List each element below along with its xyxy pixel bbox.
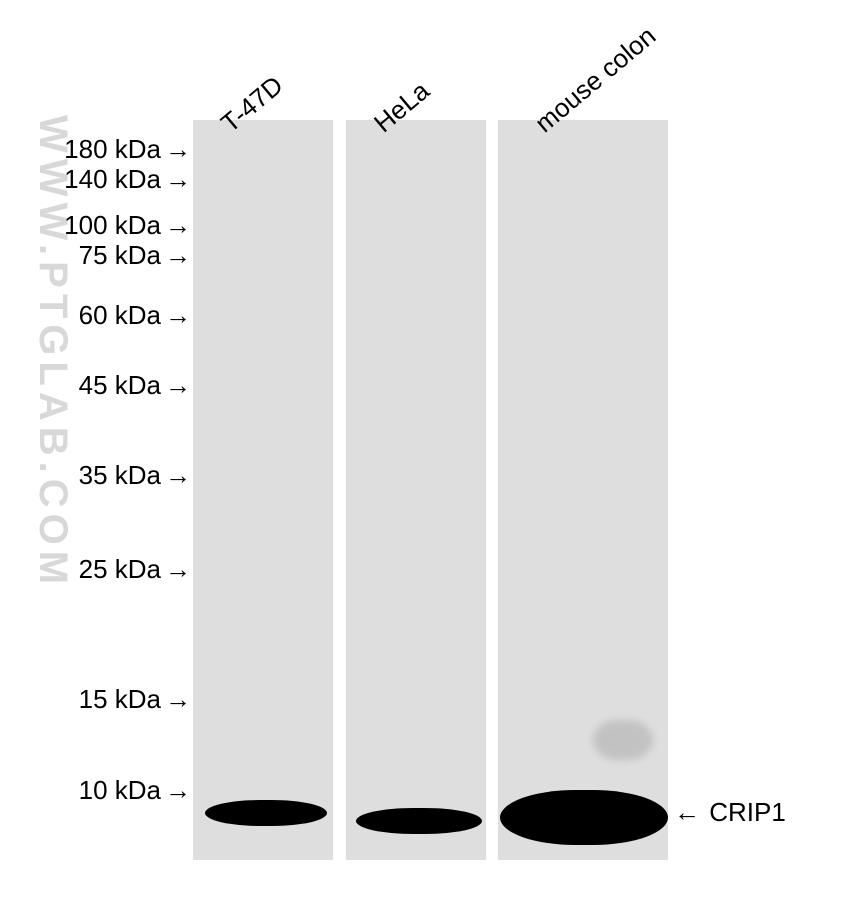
arrow-right-icon: → (165, 164, 191, 195)
mw-marker-label: 60 kDa→ (79, 300, 191, 331)
protein-band (356, 808, 482, 834)
target-protein-label: ← CRIP1 (674, 797, 786, 828)
arrow-right-icon: → (165, 210, 191, 241)
mw-marker-label: 140 kDa→ (64, 164, 191, 195)
arrow-right-icon: → (165, 460, 191, 491)
mw-value: 140 kDa (64, 164, 161, 194)
western-blot-figure: WWW.PTGLAB.COM T-47DHeLamouse colon 180 … (0, 0, 850, 903)
mw-value: 100 kDa (64, 210, 161, 240)
mw-value: 45 kDa (79, 370, 161, 400)
blot-lane (346, 120, 486, 860)
target-arrow-icon: ← (674, 797, 700, 827)
mw-value: 15 kDa (79, 684, 161, 714)
mw-value: 10 kDa (79, 775, 161, 805)
mw-value: 60 kDa (79, 300, 161, 330)
mw-marker-label: 10 kDa→ (79, 775, 191, 806)
blot-lane (193, 120, 333, 860)
mw-marker-label: 45 kDa→ (79, 370, 191, 401)
arrow-right-icon: → (165, 240, 191, 271)
mw-marker-label: 180 kDa→ (64, 134, 191, 165)
mw-marker-label: 35 kDa→ (79, 460, 191, 491)
mw-value: 35 kDa (79, 460, 161, 490)
mw-value: 75 kDa (79, 240, 161, 270)
arrow-right-icon: → (165, 370, 191, 401)
mw-value: 180 kDa (64, 134, 161, 164)
mw-marker-label: 100 kDa→ (64, 210, 191, 241)
arrow-right-icon: → (165, 300, 191, 331)
mw-marker-label: 75 kDa→ (79, 240, 191, 271)
mw-value: 25 kDa (79, 554, 161, 584)
arrow-right-icon: → (165, 684, 191, 715)
faint-smear (593, 720, 653, 760)
arrow-right-icon: → (165, 775, 191, 806)
mw-marker-label: 25 kDa→ (79, 554, 191, 585)
mw-marker-label: 15 kDa→ (79, 684, 191, 715)
protein-band (205, 800, 327, 826)
arrow-right-icon: → (165, 554, 191, 585)
arrow-right-icon: → (165, 134, 191, 165)
target-name: CRIP1 (709, 797, 786, 827)
protein-band (500, 790, 668, 845)
